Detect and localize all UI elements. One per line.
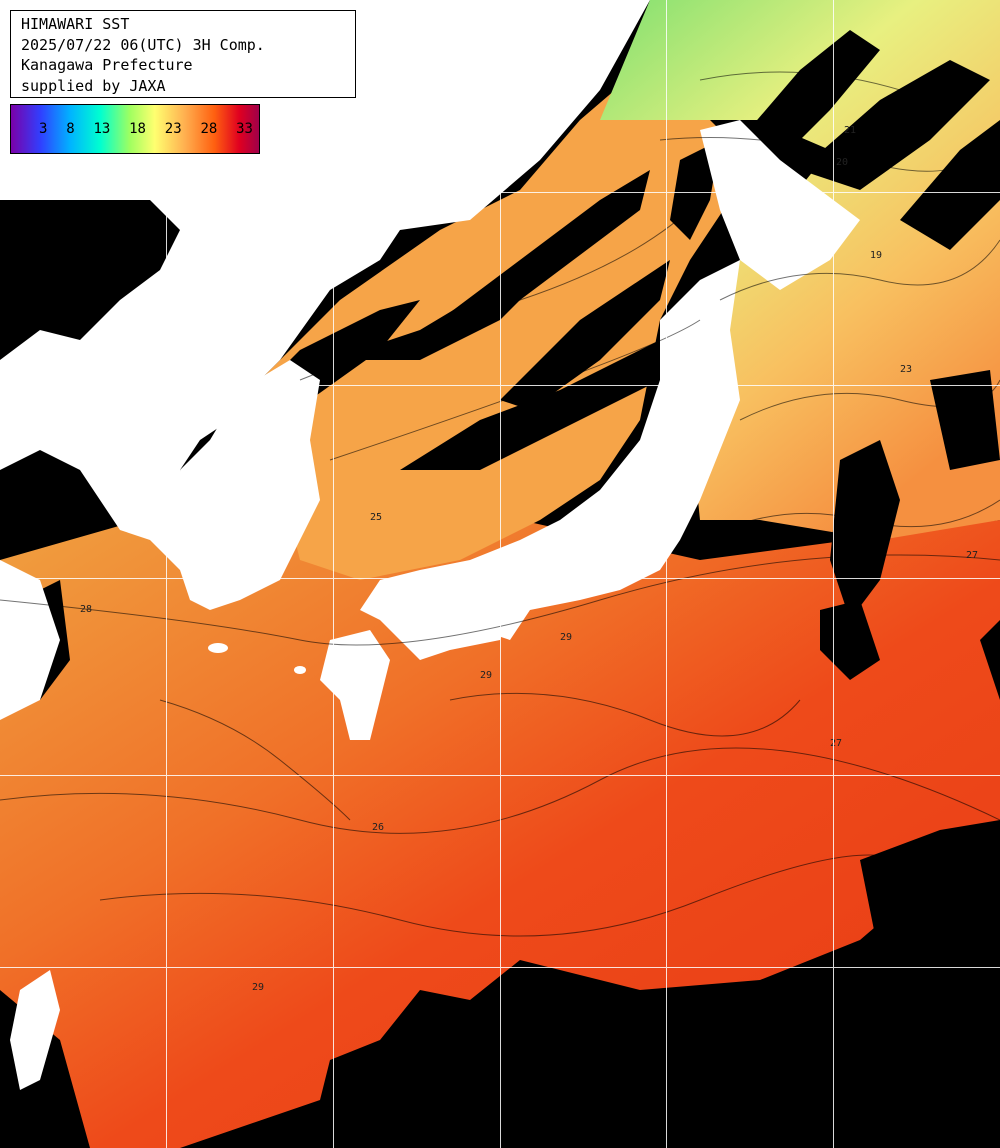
contour-label: 27 [966, 550, 978, 561]
colorbar-tick: 3 [39, 121, 48, 137]
colorbar-tick: 33 [236, 121, 253, 137]
colorbar-tick: 18 [129, 121, 146, 137]
contour-label: 29 [252, 982, 264, 993]
contour-label: 29 [560, 632, 572, 643]
contour-label: 28 [80, 604, 92, 615]
colorbar-tick: 23 [164, 121, 182, 137]
contour-label: 21 [844, 125, 856, 136]
contour-label: 29 [480, 670, 492, 681]
contour-label: 23 [900, 364, 912, 375]
contour-lines [0, 71, 1000, 937]
contour-label: 19 [870, 250, 882, 261]
colorbar-tick: 28 [200, 121, 218, 137]
map-timestamp: 2025/07/22 06(UTC) 3H Comp. [21, 35, 265, 54]
map-credit: supplied by JAXA [21, 76, 166, 95]
contour-label: 27 [830, 738, 842, 749]
colorbar-tick: 13 [93, 121, 111, 137]
cloud-bands [0, 30, 1000, 960]
contour-labels: 19 20 21 23 25 26 27 28 29 29 29 27 [80, 125, 978, 993]
temperature-colorbar: 3 8 13 18 23 28 33 [10, 104, 260, 154]
map-info-box: HIMAWARI SST 2025/07/22 06(UTC) 3H Comp.… [10, 10, 356, 98]
map-title: HIMAWARI SST [21, 15, 130, 33]
map-region: Kanagawa Prefecture [21, 56, 193, 74]
contour-label: 26 [372, 822, 384, 833]
contour-label: 20 [836, 157, 848, 168]
contour-label: 25 [370, 512, 382, 523]
colorbar-tick: 8 [66, 121, 75, 137]
